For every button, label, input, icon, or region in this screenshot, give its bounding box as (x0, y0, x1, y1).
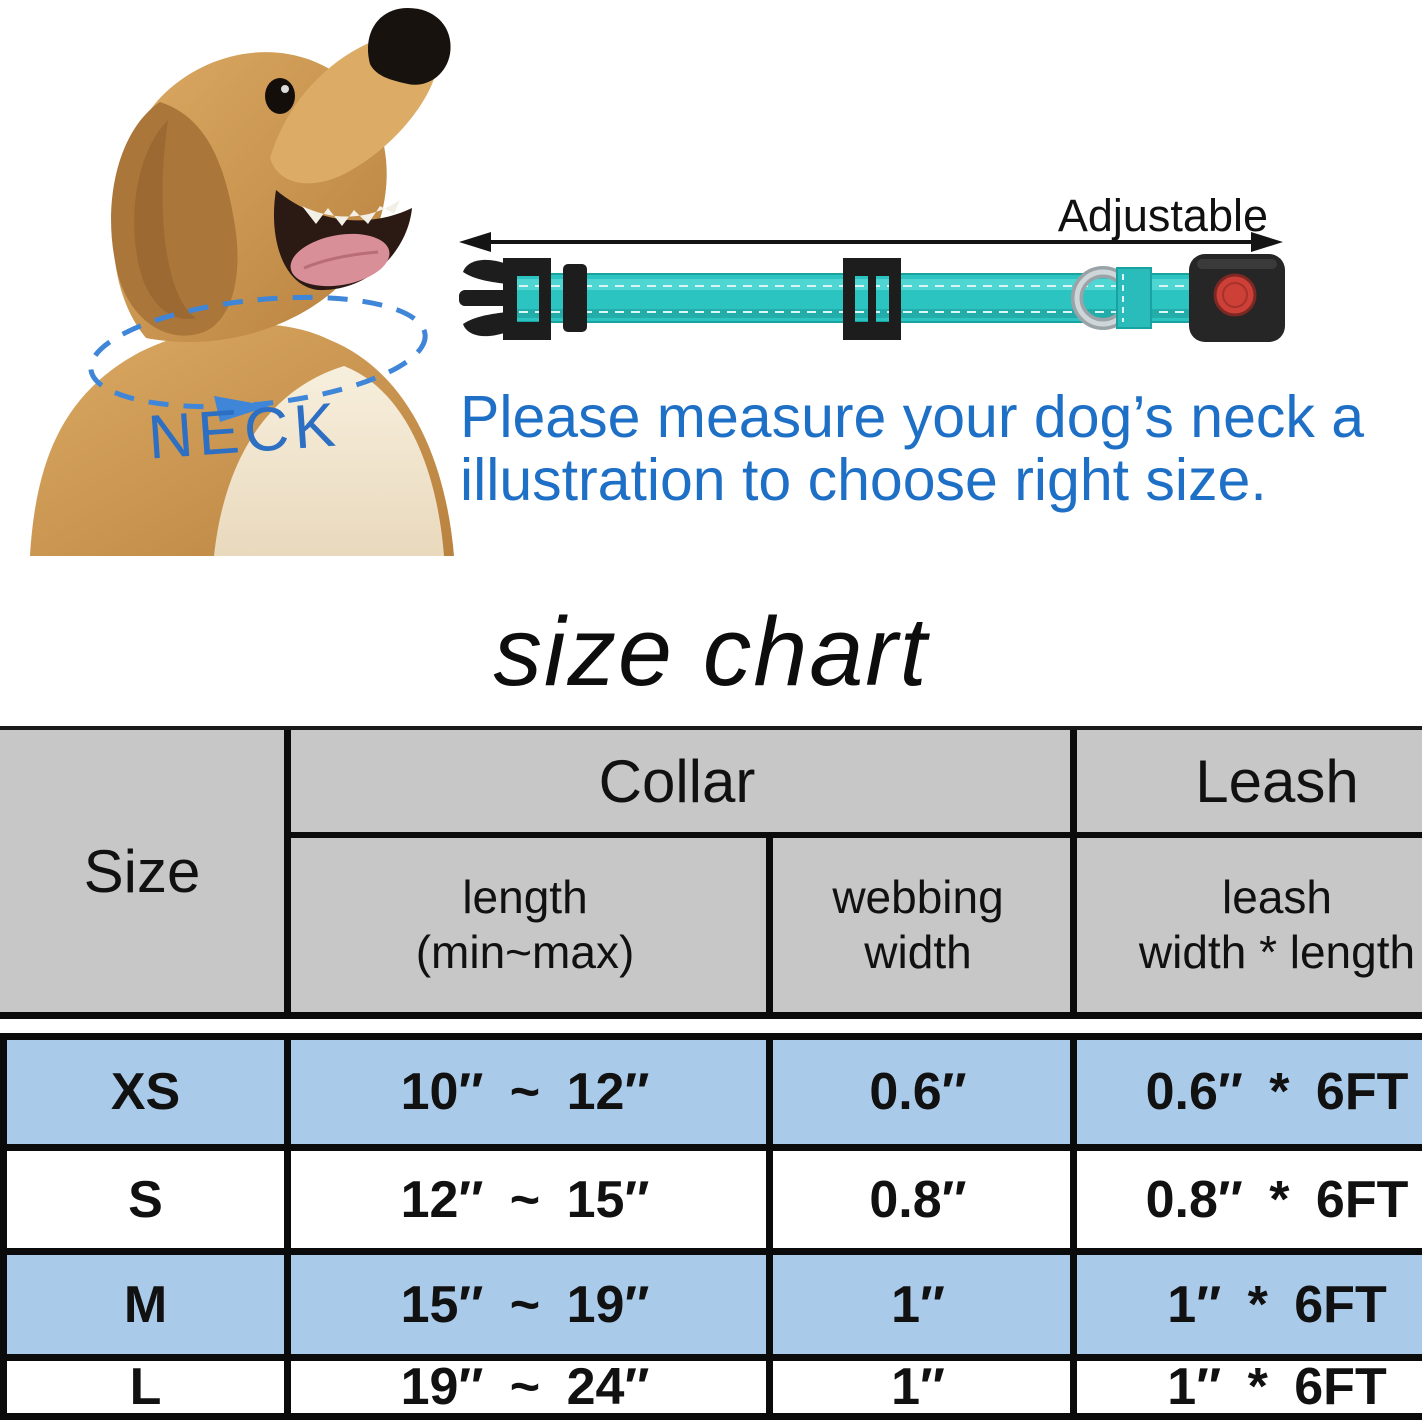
neck-measure-ellipse (88, 294, 428, 422)
collar-length-cell: 15″ ~ 19″ (400, 1275, 650, 1334)
table-top-border (0, 726, 1422, 730)
collar-length-cell: 19″ ~ 24″ (400, 1358, 650, 1416)
webbing-width-cell: 1″ (891, 1275, 945, 1334)
leash-cell: 0.8″ * 6FT (1145, 1170, 1409, 1229)
size-cell: S (128, 1170, 163, 1229)
dog-nose (367, 8, 451, 85)
collar-length-cell: 10″ ~ 12″ (400, 1063, 650, 1121)
collar-diagram (459, 232, 1285, 342)
size-cell: XS (110, 1063, 181, 1121)
collar-length-cell: 12″ ~ 15″ (400, 1170, 650, 1229)
collar-buckle-female-end (1189, 254, 1285, 342)
leash-cell: 1″ * 6FT (1167, 1275, 1387, 1334)
table-bottom-border (0, 1413, 1422, 1420)
header-leash: Leash (1195, 747, 1359, 815)
header-size: Size (83, 837, 201, 905)
dog-head (111, 8, 451, 343)
row-background-m (0, 1255, 1422, 1354)
dog-body (30, 324, 454, 556)
collar-d-ring (1071, 266, 1152, 330)
buckle-red-button (1213, 273, 1257, 317)
adjustable-label: Adjustable (1057, 190, 1268, 241)
webbing-width-cell: 1″ (891, 1358, 945, 1416)
leash-cell: 1″ * 6FT (1167, 1358, 1387, 1416)
size-cell: L (129, 1358, 162, 1416)
header-leash-width-length: leash width * length (1138, 871, 1416, 978)
instruction-line-2: illustration to choose right size. (460, 447, 1267, 513)
size-cell: M (123, 1275, 168, 1334)
webbing-width-cell: 0.8″ (869, 1170, 967, 1229)
adjustable-arrow (459, 232, 1283, 252)
instruction-text: Please measure your dog’s neck a illustr… (460, 386, 1364, 512)
row-background-xs (0, 1040, 1422, 1144)
row-background-s (0, 1151, 1422, 1248)
row-background-l (0, 1361, 1422, 1413)
collar-buckle-male-end (459, 258, 587, 340)
header-collar-length: length (min~max) (415, 871, 635, 978)
neck-label: NECK (145, 390, 343, 473)
header-collar: Collar (598, 747, 756, 815)
size-chart-title: size chart (493, 597, 929, 706)
dog-photo (30, 8, 454, 556)
table-header-background (0, 730, 1422, 1012)
dog-tongue (290, 233, 390, 287)
leash-cell: 0.6″ * 6FT (1145, 1063, 1409, 1121)
header-webbing-width: webbing width (832, 871, 1004, 978)
collar-slider (843, 258, 901, 340)
size-chart-table: Size Collar Leash length (min~max) webbi… (0, 726, 1422, 1422)
dog-eye (265, 78, 295, 114)
neck-arrowhead (214, 396, 270, 422)
instruction-line-1: Please measure your dog’s neck a (460, 384, 1365, 450)
webbing-width-cell: 0.6″ (869, 1063, 967, 1121)
collar-strap (512, 273, 1202, 323)
